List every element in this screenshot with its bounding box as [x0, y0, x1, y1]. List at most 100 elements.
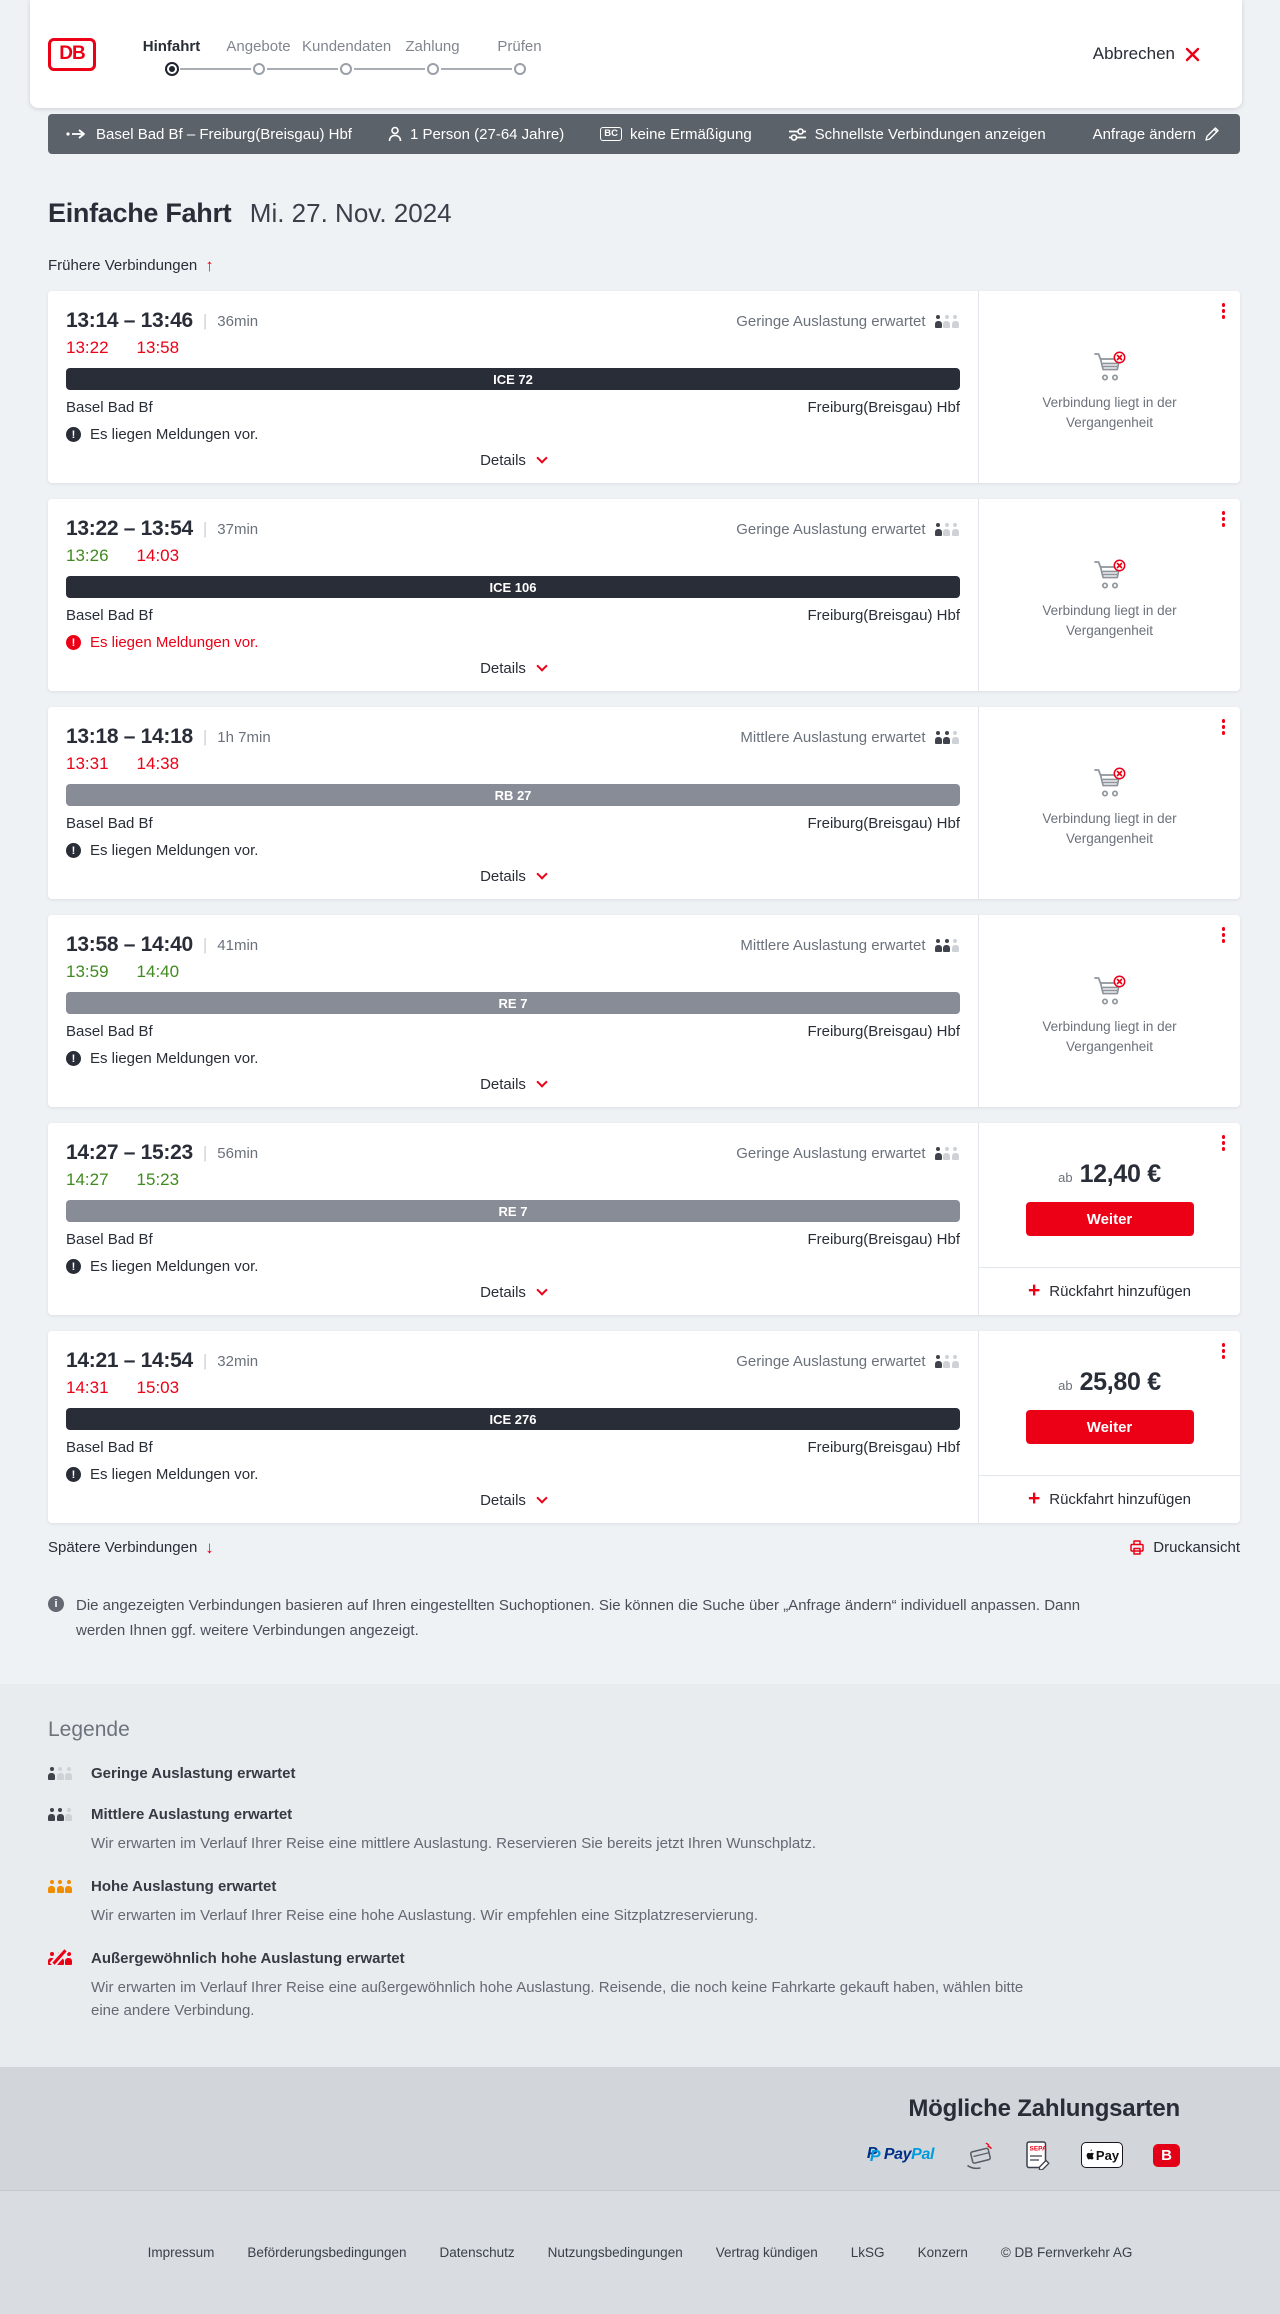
connection-card[interactable]: 13:14 – 13:46 | 36min Geringe Auslastung…	[48, 291, 1240, 483]
destination-station: Freiburg(Breisgau) Hbf	[807, 1231, 960, 1248]
later-connections-link[interactable]: Spätere Verbindungen ↓	[48, 1539, 214, 1556]
continue-button[interactable]: Weiter	[1025, 1410, 1194, 1444]
connection-details: 14:27 – 15:23 | 56min Geringe Auslastung…	[48, 1123, 978, 1315]
connection-duration: 56min	[217, 1144, 259, 1162]
destination-station: Freiburg(Breisgau) Hbf	[807, 607, 960, 624]
options-menu-button[interactable]	[1220, 717, 1228, 737]
past-connection-box: Verbindung liegt in der Vergangenheit	[979, 291, 1240, 483]
details-toggle[interactable]: Details	[66, 1284, 960, 1305]
options-menu-button[interactable]	[1220, 1133, 1228, 1153]
stepper-step[interactable]: Prüfen	[476, 37, 563, 76]
arrival-actual-time: 14:03	[136, 546, 180, 565]
destination-station: Freiburg(Breisgau) Hbf	[807, 1439, 960, 1456]
service-message[interactable]: ! Es liegen Meldungen vor.	[66, 1258, 960, 1275]
route-arrow-icon	[66, 129, 85, 139]
arrival-actual-time: 14:40	[136, 962, 180, 981]
arrival-actual-time: 13:58	[136, 338, 180, 357]
separator: |	[202, 727, 208, 746]
purchase-panel: Verbindung liegt in der Vergangenheit	[978, 915, 1240, 1107]
service-message-text: Es liegen Meldungen vor.	[90, 426, 259, 443]
stepper-step[interactable]: Angebote	[215, 37, 338, 76]
options-menu-button[interactable]	[1220, 1341, 1228, 1361]
stepper-step[interactable]: Hinfahrt	[128, 37, 251, 76]
destination-station: Freiburg(Breisgau) Hbf	[807, 815, 960, 832]
options-menu-button[interactable]	[1220, 301, 1228, 321]
connection-card[interactable]: 14:27 – 15:23 | 56min Geringe Auslastung…	[48, 1123, 1240, 1315]
connection-duration: 37min	[217, 520, 259, 538]
occupancy-label: Geringe Auslastung erwartet	[736, 520, 926, 538]
legend-item: Außergewöhnlich hohe Auslastung erwartet…	[48, 1949, 1232, 2023]
apple-pay-icon: Pay	[1081, 2142, 1123, 2168]
past-connection-box: Verbindung liegt in der Vergangenheit	[979, 915, 1240, 1107]
occupancy-label: Geringe Auslastung erwartet	[736, 1144, 926, 1162]
connection-details: 14:21 – 14:54 | 32min Geringe Auslastung…	[48, 1331, 978, 1523]
details-toggle[interactable]: Details	[66, 660, 960, 681]
change-request-button[interactable]: Anfrage ändern	[1093, 126, 1220, 143]
separator: |	[202, 519, 208, 538]
pencil-icon	[1205, 127, 1219, 141]
footer-link[interactable]: LkSG	[850, 2244, 885, 2260]
earlier-connections-link[interactable]: Frühere Verbindungen ↑	[48, 257, 214, 274]
service-message[interactable]: ! Es liegen Meldungen vor.	[66, 1050, 960, 1067]
footer-link[interactable]: Vertrag kündigen	[715, 2244, 818, 2260]
purchase-panel: ab 12,40 € Weiter + Rückfahrt hinzufügen	[978, 1123, 1240, 1315]
connection-card[interactable]: 14:21 – 14:54 | 32min Geringe Auslastung…	[48, 1331, 1240, 1523]
connection-details: 13:22 – 13:54 | 37min Geringe Auslastung…	[48, 499, 978, 691]
purchase-panel: Verbindung liegt in der Vergangenheit	[978, 707, 1240, 899]
fastest-text: Schnellste Verbindungen anzeigen	[814, 125, 1046, 143]
details-label: Details	[480, 660, 526, 677]
service-message[interactable]: ! Es liegen Meldungen vor.	[66, 426, 960, 443]
cancel-button[interactable]: Abbrechen	[1093, 44, 1200, 64]
legend-item-label: Hohe Auslastung erwartet	[91, 1877, 277, 1895]
train-number: ICE 106	[489, 579, 537, 595]
options-menu-button[interactable]	[1220, 509, 1228, 529]
details-toggle[interactable]: Details	[66, 868, 960, 889]
add-return-button[interactable]: + Rückfahrt hinzufügen	[979, 1267, 1240, 1315]
sepa-icon: SEPA	[1026, 2140, 1050, 2170]
occupancy-icon	[934, 1354, 961, 1368]
train-number: ICE 72	[493, 371, 533, 387]
footer-link[interactable]: Beförderungsbedingungen	[247, 2244, 407, 2260]
chevron-down-icon	[536, 1284, 548, 1296]
train-segment-bar: RB 27	[66, 784, 960, 806]
separator: |	[202, 935, 208, 954]
service-message-text: Es liegen Meldungen vor.	[90, 1050, 259, 1067]
past-connection-text: Verbindung liegt in der Vergangenheit	[1042, 811, 1177, 846]
service-message[interactable]: ! Es liegen Meldungen vor.	[66, 842, 960, 859]
details-toggle[interactable]: Details	[66, 1076, 960, 1097]
credit-card-icon	[967, 2142, 992, 2169]
db-logo[interactable]: DB	[48, 37, 96, 71]
legend-item: Geringe Auslastung erwartet	[48, 1765, 1232, 1783]
footer-link[interactable]: Konzern	[917, 2244, 968, 2260]
occupancy-label: Geringe Auslastung erwartet	[736, 312, 926, 330]
connection-card[interactable]: 13:58 – 14:40 | 41min Mittlere Auslastun…	[48, 915, 1240, 1107]
connection-times: 13:18 – 14:18	[66, 725, 193, 748]
footer-link[interactable]: Impressum	[147, 2244, 215, 2260]
past-connection-text: Verbindung liegt in der Vergangenheit	[1042, 1019, 1177, 1054]
print-view-button[interactable]: Druckansicht	[1129, 1539, 1240, 1556]
departure-actual-time: 13:22	[66, 338, 109, 357]
stepper-step[interactable]: Zahlung	[389, 37, 512, 76]
db-logo-text: DB	[59, 43, 85, 64]
continue-button[interactable]: Weiter	[1025, 1202, 1194, 1236]
details-toggle[interactable]: Details	[66, 452, 960, 473]
footer-link[interactable]: Nutzungsbedingungen	[547, 2244, 683, 2260]
service-message-text: Es liegen Meldungen vor.	[90, 1466, 259, 1483]
stepper-step[interactable]: Kundendaten	[302, 37, 425, 76]
service-message[interactable]: ! Es liegen Meldungen vor.	[66, 634, 960, 651]
connection-card[interactable]: 13:18 – 14:18 | 1h 7min Mittlere Auslast…	[48, 707, 1240, 899]
step-dot	[513, 62, 526, 75]
fastest-connections-toggle[interactable]: Schnellste Verbindungen anzeigen	[788, 126, 1046, 143]
connection-card[interactable]: 13:22 – 13:54 | 37min Geringe Auslastung…	[48, 499, 1240, 691]
arrow-down-icon: ↓	[205, 1538, 214, 1557]
footer-link[interactable]: Datenschutz	[439, 2244, 515, 2260]
options-menu-button[interactable]	[1220, 925, 1228, 945]
legend-item-description: Wir erwarten im Verlauf Ihrer Reise eine…	[91, 1834, 817, 1852]
add-return-button[interactable]: + Rückfahrt hinzufügen	[979, 1475, 1240, 1523]
payment-title: Mögliche Zahlungsarten	[908, 2094, 1180, 2122]
service-message[interactable]: ! Es liegen Meldungen vor.	[66, 1466, 960, 1483]
passenger-summary: 1 Person (27-64 Jahre)	[388, 126, 564, 143]
discount-summary: BC keine Ermäßigung	[600, 126, 752, 143]
details-toggle[interactable]: Details	[66, 1492, 960, 1513]
alert-icon: !	[66, 635, 81, 650]
